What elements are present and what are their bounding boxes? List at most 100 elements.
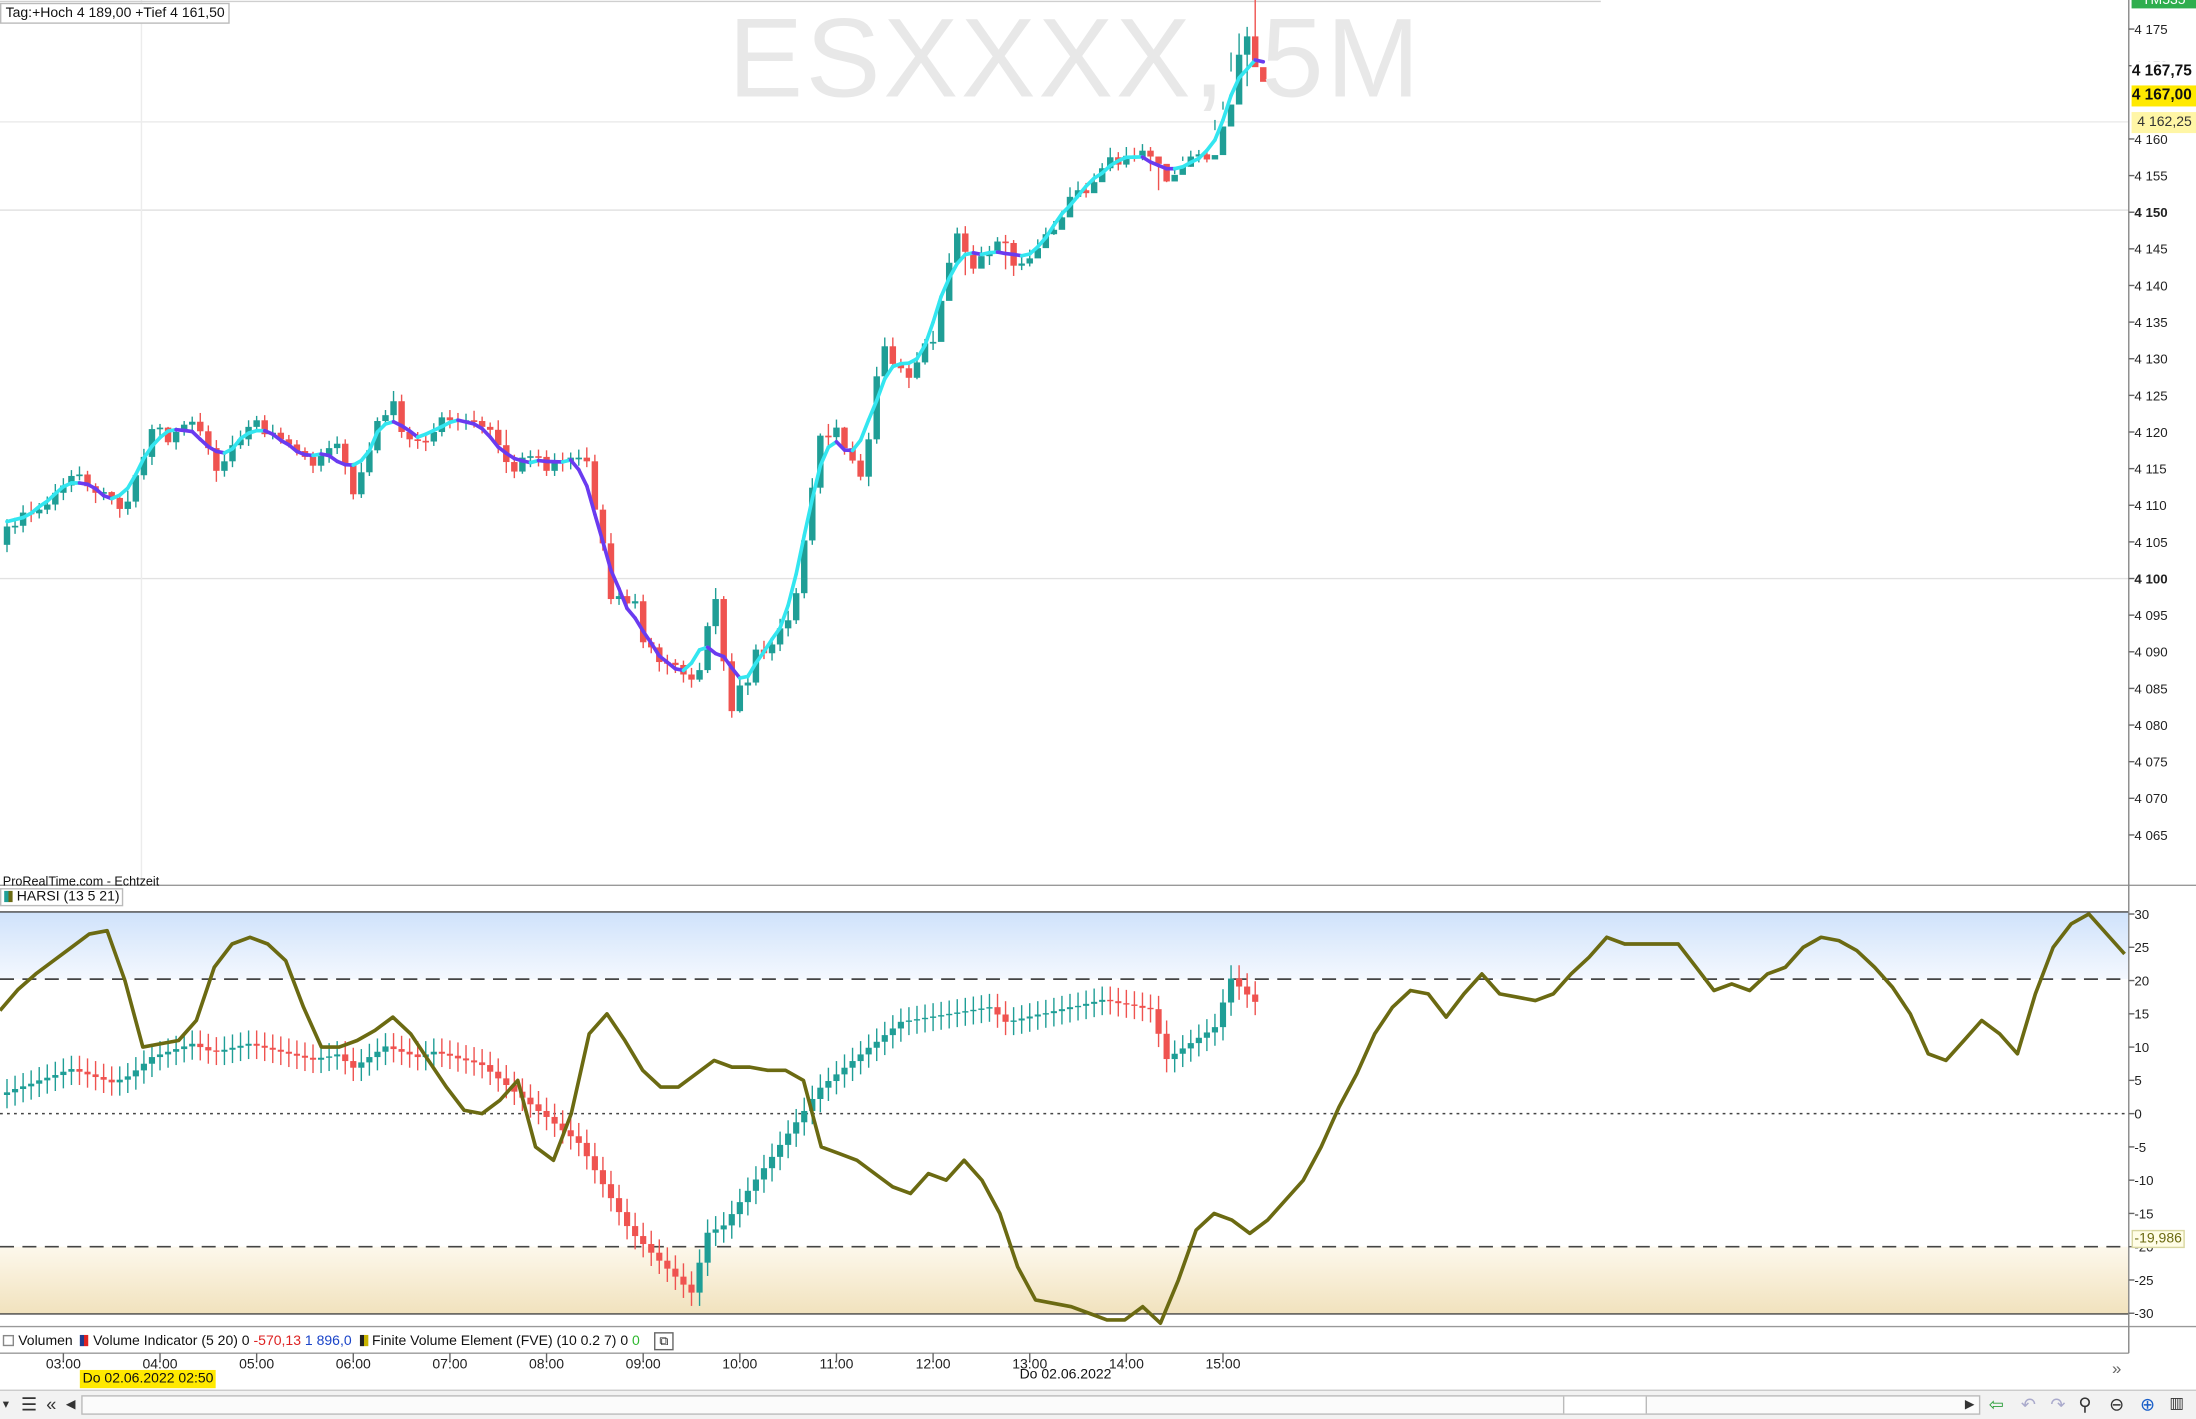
- scroll-right-icon[interactable]: ▶: [1964, 1396, 1975, 1411]
- candle-body: [535, 456, 542, 458]
- scrollbar-thumb[interactable]: [1562, 1396, 1647, 1414]
- candle-body: [478, 421, 486, 427]
- harsi-bar: [326, 1056, 333, 1058]
- harsi-bar: [398, 1049, 405, 1052]
- candle-body: [1034, 248, 1041, 259]
- moving-average-segment: [1205, 138, 1217, 153]
- moving-average-segment: [1035, 235, 1048, 249]
- moving-average-segment: [609, 568, 621, 591]
- moving-average-segment: [939, 276, 952, 299]
- harsi-bar: [728, 1214, 735, 1226]
- candle-body: [599, 509, 607, 544]
- candle-body: [164, 427, 172, 443]
- harsi-bar: [930, 1016, 937, 1018]
- price-tick-label: 4 125: [2134, 388, 2167, 403]
- candle-body: [60, 485, 67, 493]
- harsi-bar: [229, 1047, 236, 1050]
- harsi-bar: [1179, 1048, 1186, 1054]
- candle-body: [897, 363, 905, 369]
- harsi-bar: [680, 1276, 687, 1285]
- moving-average-segment: [230, 436, 243, 451]
- harsi-tick-label: -15: [2134, 1206, 2153, 1221]
- candle-body: [325, 448, 333, 456]
- candle-body: [1171, 174, 1178, 182]
- harsi-bar: [1107, 999, 1114, 1002]
- candle-body: [140, 456, 148, 476]
- zoom-area-icon[interactable]: ⚲: [2078, 1393, 2092, 1415]
- candle-body: [253, 420, 260, 427]
- harsi-bar: [599, 1170, 607, 1185]
- moving-average-segment: [729, 666, 742, 680]
- harsi-bar: [768, 1156, 776, 1169]
- bar-spacing-icon[interactable]: ▥: [2169, 1395, 2184, 1412]
- top-right-tag[interactable]: TM535: [2131, 0, 2196, 9]
- scroll-left-double-icon[interactable]: «: [46, 1393, 57, 1415]
- harsi-bar: [785, 1133, 792, 1145]
- volume-indicator-value-1: 0: [241, 1333, 250, 1349]
- candle-body: [446, 417, 454, 421]
- harsi-bar: [1195, 1037, 1202, 1044]
- harsi-bar: [1155, 1009, 1162, 1034]
- candle-body: [688, 674, 695, 680]
- harsi-rsi-line: [0, 912, 2126, 1326]
- back-to-end-icon[interactable]: ⇦: [1988, 1393, 2004, 1415]
- harsi-bar: [28, 1083, 35, 1087]
- candle-body: [398, 401, 405, 433]
- moving-average-segment: [488, 435, 501, 449]
- time-tick-label: 03:00: [46, 1356, 81, 1372]
- moving-average-segment: [1197, 148, 1209, 161]
- last-price-tag: 4 167,75: [2131, 61, 2196, 83]
- candle-body: [390, 401, 397, 416]
- candle-body: [414, 439, 421, 442]
- candle-body: [696, 670, 703, 680]
- scroll-right-double-icon[interactable]: »: [2111, 1358, 2122, 1379]
- moving-average-segment: [1068, 194, 1080, 208]
- candle-body: [1002, 241, 1009, 244]
- undo-icon[interactable]: ↶: [2020, 1393, 2037, 1415]
- candle-body: [1163, 163, 1170, 182]
- candle-body: [1018, 263, 1025, 266]
- moving-average-segment: [778, 603, 790, 630]
- price-tick-label: 4 160: [2134, 132, 2167, 147]
- horizontal-scrollbar[interactable]: [81, 1395, 1981, 1415]
- harsi-tick-label: 0: [2134, 1107, 2141, 1122]
- candle-body: [1251, 36, 1259, 68]
- harsi-bar: [744, 1190, 751, 1203]
- harsi-bar: [712, 1229, 719, 1233]
- redo-icon[interactable]: ↷: [2050, 1393, 2066, 1415]
- harsi-title[interactable]: HARSI (13 5 21): [0, 888, 124, 907]
- moving-average-segment: [802, 496, 815, 538]
- harsi-bar: [1091, 1001, 1098, 1004]
- candle-body: [116, 497, 123, 509]
- harsi-bar: [164, 1051, 172, 1055]
- candle-body: [712, 599, 719, 627]
- moving-average-segment: [858, 418, 871, 443]
- harsi-bar: [1010, 1020, 1017, 1022]
- price-tick-label: 4 075: [2134, 755, 2167, 770]
- harsi-bar: [317, 1057, 325, 1060]
- zoom-out-icon[interactable]: ⊖: [2109, 1393, 2125, 1415]
- dropdown-arrow-icon[interactable]: ▾: [2, 1396, 10, 1411]
- moving-average-segment: [617, 586, 629, 611]
- candle-body: [124, 501, 132, 509]
- restore-panel-icon[interactable]: ⧉: [654, 1332, 674, 1351]
- volume-checkbox[interactable]: [2, 1334, 15, 1347]
- harsi-bar: [1002, 1014, 1009, 1022]
- harsi-bar: [1139, 1005, 1146, 1008]
- candle-body: [519, 457, 526, 472]
- moving-average-segment: [1084, 176, 1096, 188]
- harsi-bar: [382, 1046, 389, 1052]
- harsi-bar: [897, 1021, 904, 1029]
- harsi-bar: [648, 1244, 655, 1253]
- candle-body: [849, 448, 856, 461]
- candle-body: [551, 461, 558, 471]
- candle-body: [495, 429, 502, 446]
- candle-body: [1211, 155, 1219, 160]
- candle-body: [615, 596, 623, 600]
- menu-icon[interactable]: ☰: [21, 1393, 38, 1415]
- scroll-left-icon[interactable]: ◀: [65, 1396, 76, 1411]
- candle-body: [978, 256, 985, 269]
- candle-body: [801, 540, 808, 594]
- zoom-in-icon[interactable]: ⊕: [2139, 1393, 2156, 1415]
